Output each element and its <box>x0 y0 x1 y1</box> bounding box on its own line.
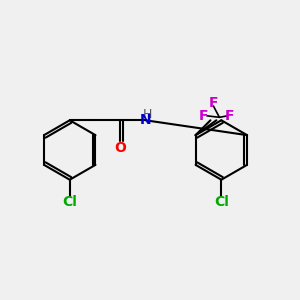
Text: F: F <box>209 96 218 110</box>
Text: N: N <box>140 113 152 127</box>
Text: O: O <box>114 141 126 154</box>
Text: Cl: Cl <box>62 195 77 209</box>
Text: F: F <box>225 109 235 123</box>
Text: F: F <box>198 109 208 123</box>
Text: H: H <box>142 108 152 122</box>
Text: Cl: Cl <box>214 195 229 209</box>
